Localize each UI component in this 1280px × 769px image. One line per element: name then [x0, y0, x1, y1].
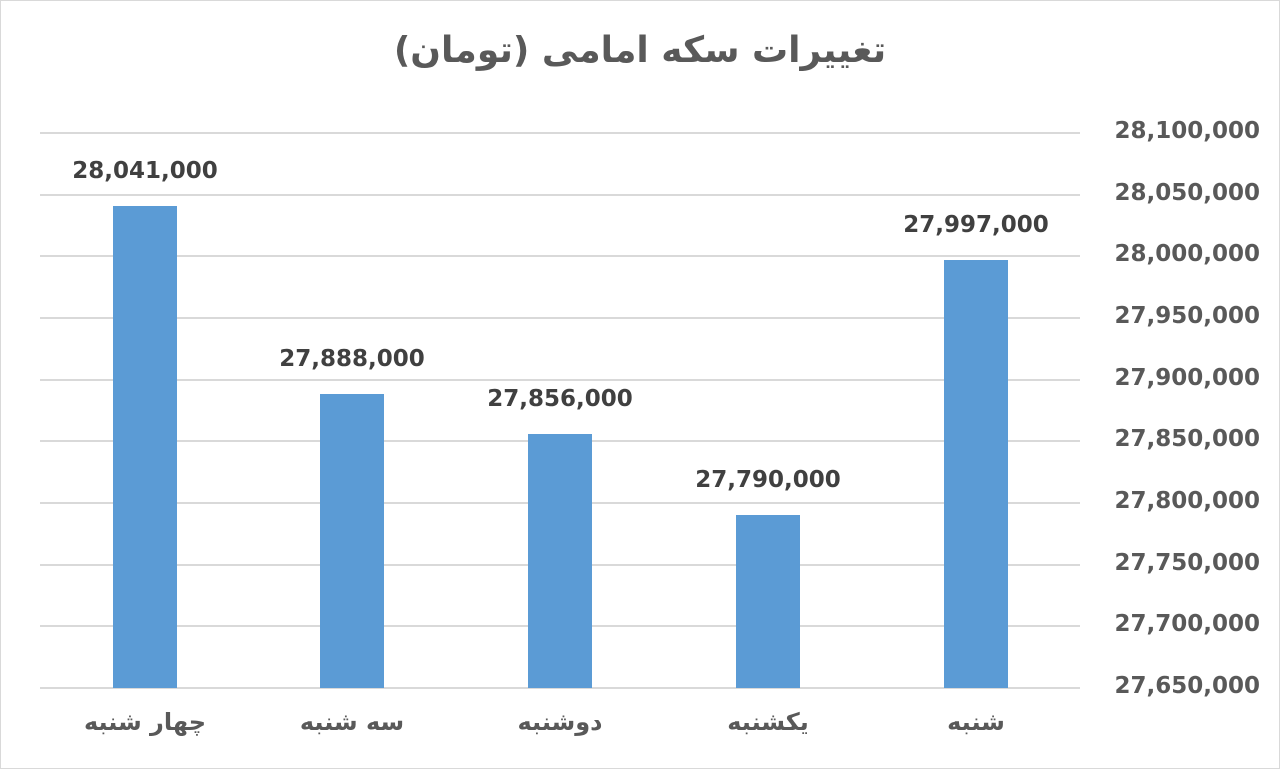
- data-label: 27,888,000: [279, 346, 425, 373]
- data-label: 27,790,000: [695, 467, 841, 494]
- gridline: [40, 132, 1080, 134]
- y-tick-label: 27,800,000: [1114, 488, 1260, 514]
- y-tick-label: 27,850,000: [1114, 426, 1260, 453]
- gridline: [40, 317, 1080, 319]
- bar: [944, 260, 1008, 688]
- data-label: 28,041,000: [72, 157, 218, 184]
- y-tick-label: 28,000,000: [1114, 241, 1260, 268]
- y-tick-label: 28,050,000: [1114, 179, 1260, 206]
- gridline: [40, 255, 1080, 258]
- chart-title: تغییرات سکه امامی (تومان): [393, 30, 887, 71]
- x-category-label: سه شنبه: [299, 708, 405, 736]
- data-label: 27,997,000: [903, 212, 1049, 239]
- x-category-label: چهار شنبه: [83, 708, 207, 736]
- bar: [528, 433, 592, 688]
- gridline: [40, 193, 1080, 196]
- gridline: [40, 378, 1080, 381]
- gridline: [40, 687, 1080, 689]
- bar: [736, 515, 800, 688]
- y-tick-label: 27,700,000: [1114, 611, 1260, 638]
- x-category-label: دوشنبه: [517, 708, 603, 736]
- bar: [320, 394, 384, 688]
- y-tick-label: 27,650,000: [1114, 673, 1260, 699]
- bar: [113, 205, 177, 688]
- y-tick-label: 28,100,000: [1114, 118, 1260, 144]
- x-category-label: یکشنبه: [727, 708, 809, 736]
- y-tick-label: 27,750,000: [1114, 549, 1260, 576]
- x-category-label: شنبه: [947, 708, 1005, 736]
- data-label: 27,856,000: [487, 385, 633, 412]
- y-tick-label: 27,950,000: [1114, 303, 1260, 329]
- y-tick-label: 27,900,000: [1114, 364, 1260, 391]
